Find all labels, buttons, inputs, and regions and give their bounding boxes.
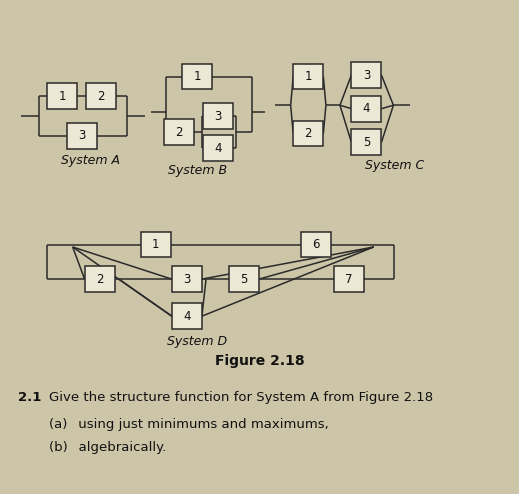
Text: 4: 4: [214, 142, 222, 155]
Text: System B: System B: [168, 164, 227, 177]
Text: 1: 1: [59, 90, 66, 103]
FancyBboxPatch shape: [67, 123, 97, 149]
FancyBboxPatch shape: [203, 135, 233, 161]
Text: 4: 4: [363, 102, 370, 115]
FancyBboxPatch shape: [172, 266, 202, 292]
Text: Give the structure function for System A from Figure 2.18: Give the structure function for System A…: [49, 391, 433, 404]
FancyBboxPatch shape: [351, 96, 381, 122]
Text: System D: System D: [167, 335, 227, 348]
Text: 6: 6: [312, 238, 319, 251]
Text: 3: 3: [183, 273, 190, 286]
FancyBboxPatch shape: [301, 232, 331, 257]
FancyBboxPatch shape: [164, 120, 194, 145]
Text: Figure 2.18: Figure 2.18: [215, 354, 304, 368]
Text: 3: 3: [363, 69, 370, 82]
FancyBboxPatch shape: [351, 129, 381, 155]
FancyBboxPatch shape: [203, 103, 233, 129]
Text: 2: 2: [305, 127, 312, 140]
FancyBboxPatch shape: [86, 83, 116, 109]
Text: 2: 2: [175, 125, 183, 139]
Text: 5: 5: [363, 136, 370, 149]
Text: 1: 1: [305, 70, 312, 83]
Text: (b)  algebraically.: (b) algebraically.: [49, 441, 167, 453]
Text: 3: 3: [214, 110, 222, 123]
FancyBboxPatch shape: [334, 266, 364, 292]
Text: 2.1: 2.1: [18, 391, 42, 404]
FancyBboxPatch shape: [229, 266, 259, 292]
Text: 5: 5: [240, 273, 248, 286]
Text: 1: 1: [194, 70, 201, 83]
FancyBboxPatch shape: [141, 232, 171, 257]
Text: 2: 2: [96, 273, 103, 286]
Text: 7: 7: [345, 273, 352, 286]
FancyBboxPatch shape: [85, 266, 115, 292]
Text: 3: 3: [78, 129, 86, 142]
Text: (a)  using just minimums and maximums,: (a) using just minimums and maximums,: [49, 418, 329, 431]
FancyBboxPatch shape: [293, 64, 323, 89]
Text: System A: System A: [61, 154, 120, 167]
FancyBboxPatch shape: [351, 62, 381, 88]
Text: 1: 1: [152, 238, 159, 251]
FancyBboxPatch shape: [182, 64, 212, 89]
Text: System C: System C: [365, 159, 424, 172]
Text: 2: 2: [98, 90, 105, 103]
Text: 4: 4: [183, 310, 190, 323]
FancyBboxPatch shape: [172, 303, 202, 329]
FancyBboxPatch shape: [47, 83, 77, 109]
FancyBboxPatch shape: [293, 121, 323, 146]
